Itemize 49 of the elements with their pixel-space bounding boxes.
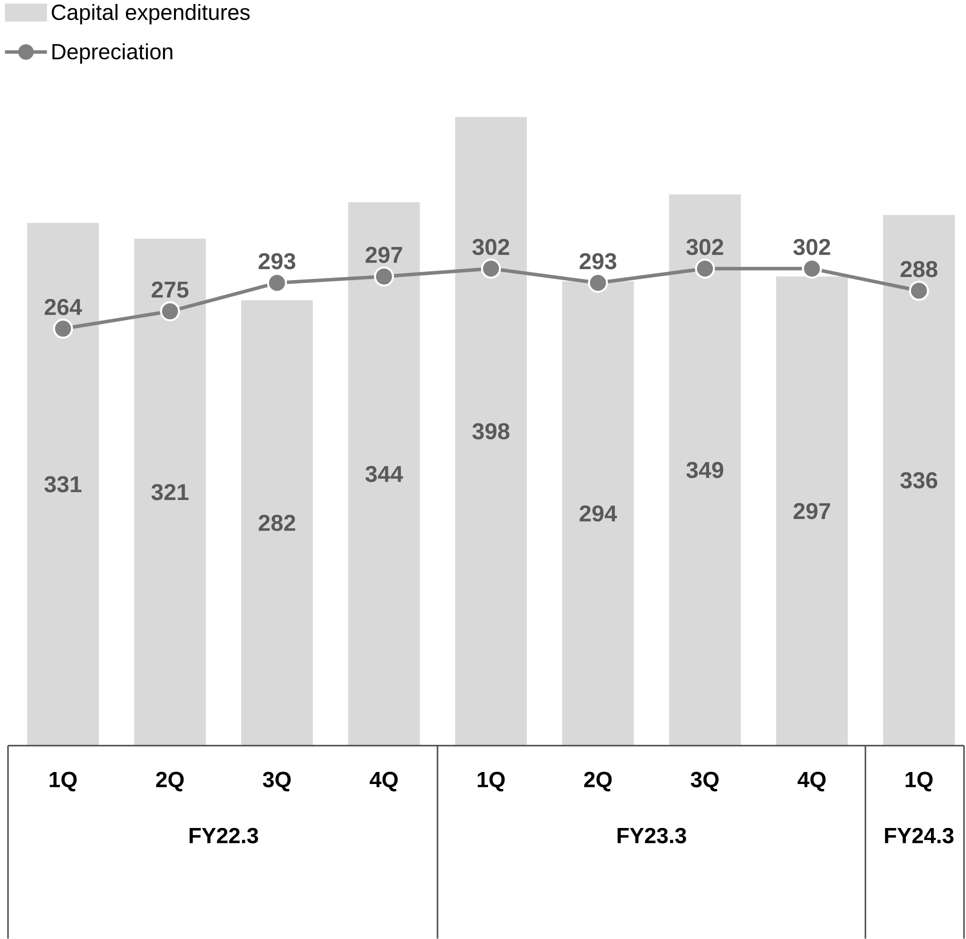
data-label: 302: [472, 238, 510, 255]
data-label: 282: [258, 514, 296, 531]
bar: [776, 276, 848, 746]
point: [908, 280, 929, 301]
point: [160, 301, 180, 322]
point: [588, 272, 608, 293]
point: [694, 258, 715, 278]
data-label: 264: [44, 298, 82, 315]
x-tick-label: 3Q: [690, 772, 719, 792]
point: [480, 258, 501, 278]
legend-label: Capital expenditures: [52, 4, 250, 24]
point: [374, 266, 394, 286]
bar: [883, 214, 955, 746]
data-label: 275: [152, 281, 188, 298]
x-tick-label: 4Q: [798, 772, 826, 792]
x-tick-label: 2Q: [156, 772, 184, 792]
x-tick-label: 1Q: [906, 772, 933, 792]
bar: [134, 238, 206, 746]
point: [53, 318, 74, 338]
point: [267, 272, 287, 293]
bar: [241, 300, 313, 746]
data-label: 349: [686, 462, 724, 478]
text: FY22.3: [190, 828, 258, 844]
bar: [27, 222, 99, 746]
data-label: 293: [258, 252, 296, 270]
data-label: 398: [472, 423, 510, 440]
data-label: 297: [794, 502, 830, 520]
x-tick-label: 2Q: [584, 772, 612, 792]
bar: [669, 194, 741, 746]
x-tick-label: 1Q: [50, 772, 77, 792]
bar: [562, 281, 634, 746]
x-tick-label: 1Q: [478, 772, 505, 792]
data-label: 344: [365, 466, 403, 482]
x-tick-label: 4Q: [370, 772, 398, 792]
data-label: 288: [900, 260, 938, 278]
x-tick-label: 3Q: [262, 772, 291, 792]
data-label: 302: [793, 238, 830, 255]
bar: [348, 202, 420, 746]
legend-label: Depreciation: [52, 43, 172, 64]
text: FY23.3: [618, 828, 686, 844]
data-label: 302: [686, 238, 724, 255]
data-label: 321: [151, 484, 188, 500]
data-label: 294: [580, 505, 617, 522]
data-label: 336: [900, 472, 938, 488]
data-label: 297: [366, 246, 402, 263]
data-label: 293: [580, 252, 616, 270]
text: FY24.3: [885, 828, 954, 844]
data-label: 331: [44, 476, 82, 492]
bar: [455, 116, 527, 746]
